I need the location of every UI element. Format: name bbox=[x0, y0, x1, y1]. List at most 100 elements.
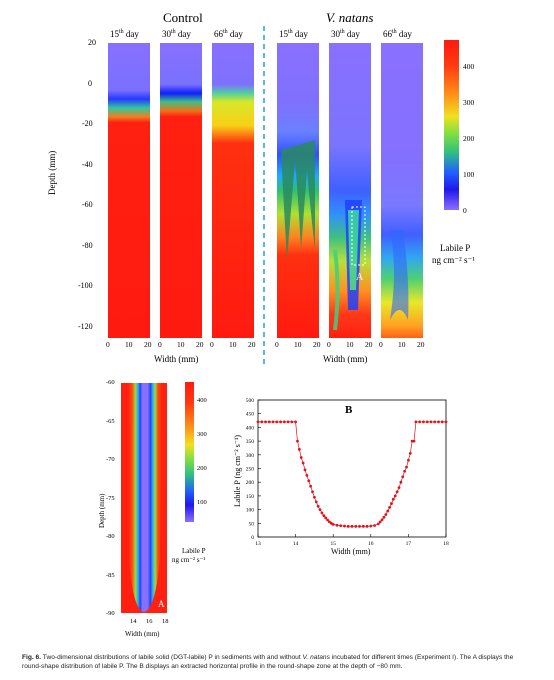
panel-b-data-point bbox=[429, 420, 433, 424]
day-label: 66th day bbox=[214, 29, 243, 39]
x-tick-label: 20 bbox=[365, 340, 373, 349]
panel-b-xtick-label: 16 bbox=[368, 541, 374, 547]
x-tick-label: 20 bbox=[417, 340, 425, 349]
x-tick-label: 10 bbox=[294, 340, 302, 349]
colorbar-tick: 100 bbox=[463, 170, 475, 179]
panel-b-data-point bbox=[382, 515, 386, 519]
panel-b-ytick-label: 150 bbox=[246, 494, 255, 500]
panel-b-data-point bbox=[322, 514, 326, 518]
panel-b-data-point bbox=[358, 524, 361, 528]
panel-b-data-point bbox=[388, 506, 391, 509]
x-tick-label: 0 bbox=[379, 340, 383, 349]
panel-b-data-point bbox=[412, 439, 416, 443]
panel-a-y-tick: -65 bbox=[106, 417, 115, 425]
panel-b-data-point bbox=[386, 509, 390, 513]
panel-a-y-tick: -80 bbox=[106, 533, 115, 540]
panel-b-data-point bbox=[324, 516, 328, 520]
colorbar-main-label: Labile P bbox=[440, 243, 471, 253]
panel-b-data-point bbox=[440, 420, 444, 424]
panel-b-xtick-label: 13 bbox=[255, 541, 261, 547]
panel-b-data-point bbox=[403, 469, 407, 473]
panel-b-data-point bbox=[264, 420, 267, 424]
x-axis-label-control: Width (mm) bbox=[154, 354, 199, 364]
y-tick-label: -100 bbox=[78, 281, 93, 291]
heatmap-control-day30 bbox=[160, 43, 202, 338]
panel-b-data-point bbox=[444, 420, 448, 424]
heatmap-control-day66 bbox=[212, 43, 254, 338]
panel-a-x-tick: 14 bbox=[130, 618, 137, 625]
panel-b-data-point bbox=[418, 420, 422, 424]
panel-b-data-point bbox=[373, 524, 376, 527]
y-tick-label: 0 bbox=[88, 78, 92, 88]
group-label-control: Control bbox=[163, 10, 203, 25]
round-shape-marker bbox=[351, 206, 366, 266]
panel-a-colorbar-units: ng cm⁻² s⁻¹ bbox=[172, 556, 206, 564]
panel-b-y-axis-label: Labile P (ng cm⁻² s⁻¹) bbox=[233, 434, 242, 507]
marker-A-label: A bbox=[356, 272, 364, 283]
group-label-vnatans: V. natans bbox=[326, 10, 374, 25]
panel-a-colorbar bbox=[185, 382, 194, 522]
panel-b-data-point bbox=[405, 465, 408, 469]
panel-b-data-point bbox=[407, 458, 410, 462]
x-axis-label-vnatans: Width (mm) bbox=[323, 354, 368, 364]
x-tick-label: 10 bbox=[229, 340, 237, 349]
panel-b-data-point bbox=[314, 500, 318, 504]
panel-b-data-point bbox=[303, 468, 307, 472]
panel-b-data-point bbox=[433, 420, 437, 424]
panel-b-data-point bbox=[307, 479, 311, 483]
panel-b-data-point bbox=[316, 504, 320, 508]
panel-b-data-point bbox=[395, 490, 399, 494]
y-tick-label: -80 bbox=[82, 240, 93, 250]
y-tick-label: -120 bbox=[78, 322, 93, 331]
x-tick-label: 10 bbox=[398, 340, 406, 349]
panel-b-xtick-label: 18 bbox=[443, 541, 449, 547]
x-tick-label: 10 bbox=[125, 340, 133, 349]
panel-b-ytick-label: 500 bbox=[246, 398, 255, 404]
figure-caption: Fig. 6. Two-dimensional distributions of… bbox=[22, 654, 514, 670]
x-tick-label: 10 bbox=[177, 340, 185, 349]
panel-b-series-line bbox=[258, 421, 446, 527]
panel-a-y-tick: -60 bbox=[106, 379, 115, 386]
colorbar-tick: 200 bbox=[463, 134, 475, 143]
panel-b-data-point bbox=[397, 486, 401, 490]
panel-a-colorbar-tick: 300 bbox=[197, 431, 207, 438]
panel-b-xtick-label: 14 bbox=[293, 541, 299, 547]
x-tick-label: 20 bbox=[196, 340, 204, 349]
panel-b-data-point bbox=[384, 513, 388, 516]
panel-b-data-point bbox=[318, 508, 322, 511]
panel-b-data-point bbox=[299, 456, 303, 459]
x-tick-label: 10 bbox=[346, 340, 354, 349]
panel-b-ytick-label: 250 bbox=[246, 467, 255, 473]
panel-b-data-point bbox=[408, 452, 412, 455]
panel-b-data-point bbox=[425, 420, 429, 424]
panel-b-data-point bbox=[320, 511, 324, 515]
panel-b-ytick-label: 0 bbox=[251, 535, 254, 541]
panel-a-x-axis-label: Width (mm) bbox=[125, 630, 160, 638]
panel-b-data-point bbox=[301, 461, 305, 465]
panel-b-data-point bbox=[422, 420, 425, 424]
panel-b-ytick-label: 450 bbox=[246, 412, 255, 418]
colorbar-main bbox=[444, 40, 459, 210]
colorbar-main-units: ng cm⁻² s⁻¹ bbox=[432, 255, 475, 265]
panel-b-data-point bbox=[260, 420, 264, 424]
x-tick-label: 0 bbox=[158, 340, 162, 349]
panel-b-data-point bbox=[267, 420, 271, 424]
panel-b-data-point bbox=[296, 439, 299, 443]
panel-b-data-point bbox=[437, 420, 440, 424]
panel-b-data-point bbox=[390, 502, 393, 505]
x-tick-label: 0 bbox=[210, 340, 214, 349]
colorbar-tick: 400 bbox=[463, 62, 475, 71]
panel-b-xtick-label: 15 bbox=[330, 541, 336, 547]
panel-b-data-point bbox=[376, 522, 380, 526]
panel-b-ytick-label: 200 bbox=[246, 480, 255, 486]
root-plumes bbox=[281, 140, 409, 331]
day-label: 15th day bbox=[279, 29, 308, 39]
panel-b-data-point bbox=[369, 524, 373, 528]
panel-a-colorbar-tick: 200 bbox=[197, 465, 207, 472]
panel-b-data-point bbox=[414, 420, 418, 424]
y-tick-label: -20 bbox=[82, 119, 93, 129]
panel-b-data-point bbox=[282, 420, 286, 424]
panel-b-data-point bbox=[290, 420, 294, 424]
panel-b-data-point bbox=[361, 524, 365, 528]
